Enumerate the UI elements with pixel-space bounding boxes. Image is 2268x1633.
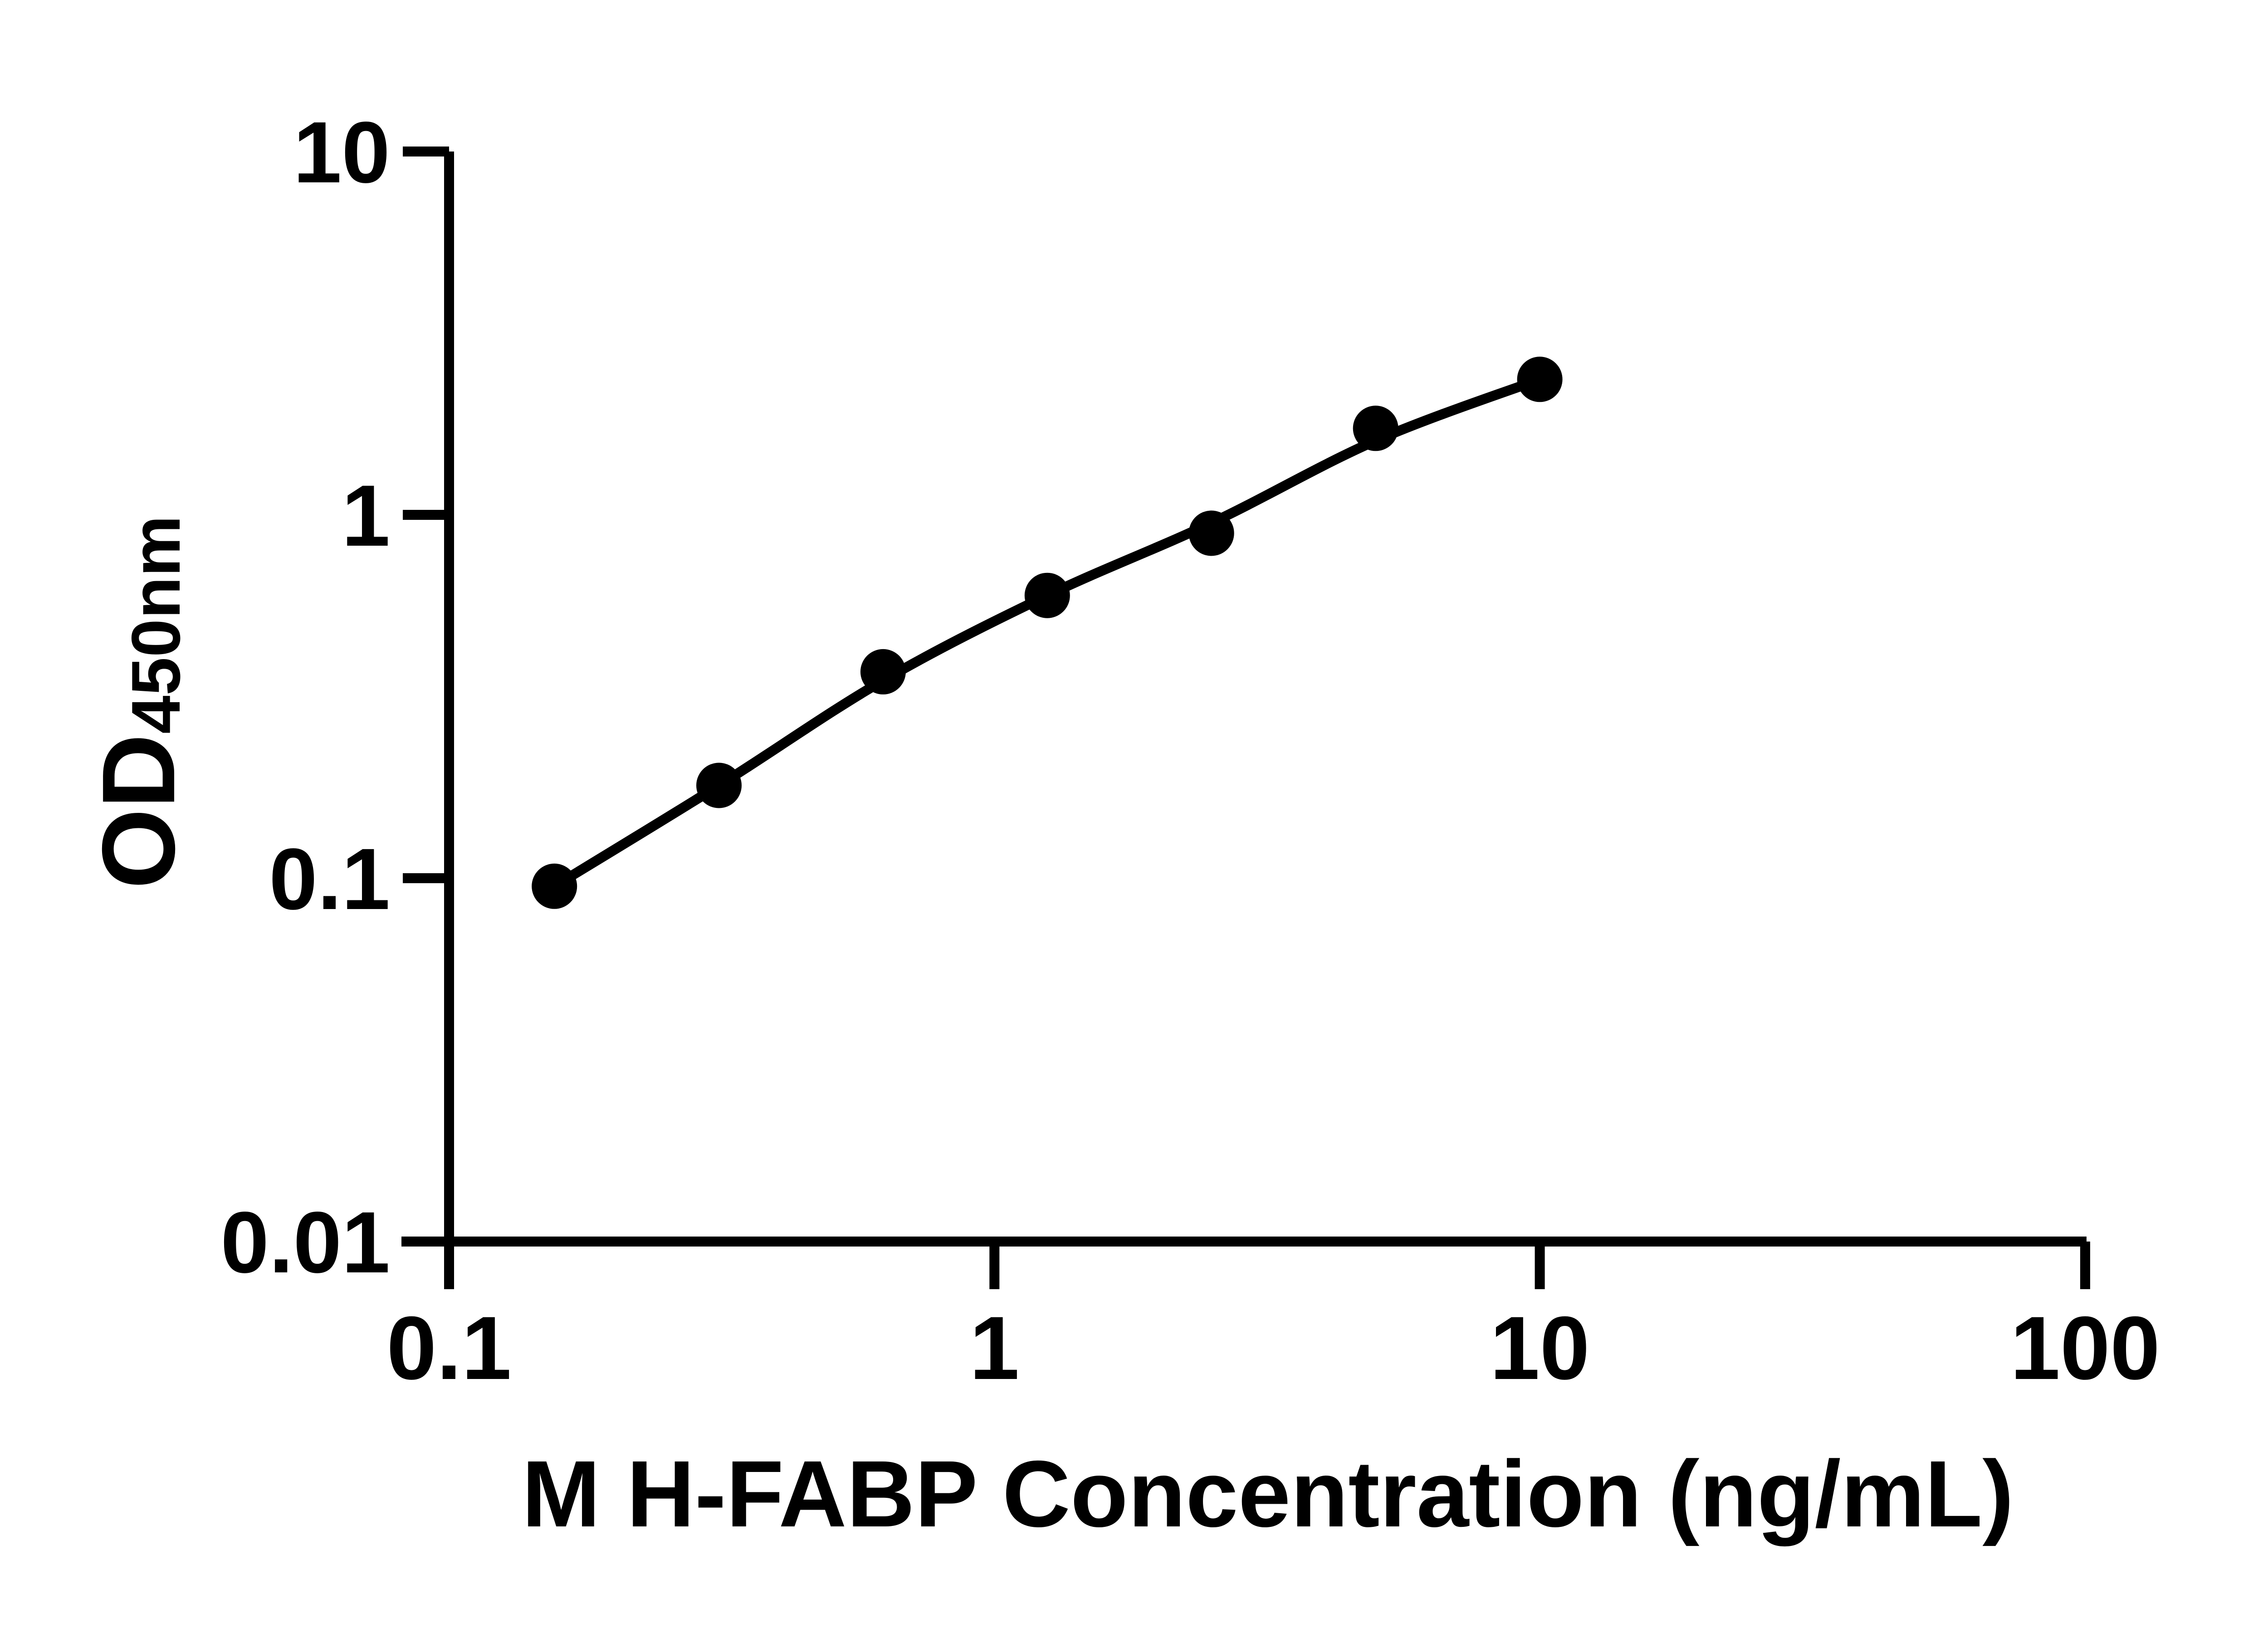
y-axis-title: OD450nm (81, 515, 196, 889)
y-tick-label: 10 (293, 103, 390, 201)
data-point (1024, 572, 1070, 618)
data-point (860, 649, 906, 694)
data-point (1188, 510, 1234, 556)
x-tick-label: 0.1 (386, 1298, 511, 1398)
y-axis-title-subscript: 450nm (117, 515, 195, 734)
fit-curve (552, 374, 1542, 891)
y-tick-label: 1 (342, 467, 390, 564)
data-point (1353, 406, 1398, 451)
x-tick-label: 100 (2010, 1298, 2160, 1398)
y-axis-title-main: OD (81, 734, 196, 889)
x-axis-title: M H-FABP Concentration (ng/mL) (522, 1442, 2014, 1547)
data-point (696, 763, 742, 808)
x-tick-label: 10 (1490, 1298, 1589, 1398)
x-axis-ticks: 0.1 1 10 100 (386, 1242, 2160, 1398)
y-tick-label: 0.1 (269, 830, 390, 928)
data-point (532, 863, 577, 909)
y-tick-label: 0.01 (220, 1193, 390, 1291)
fit-curve-layer (552, 374, 1542, 891)
y-axis-ticks: 0.01 0.1 1 10 (220, 103, 449, 1291)
data-points-layer (532, 357, 1563, 909)
data-point (1517, 357, 1563, 402)
x-tick-label: 1 (969, 1298, 1019, 1398)
